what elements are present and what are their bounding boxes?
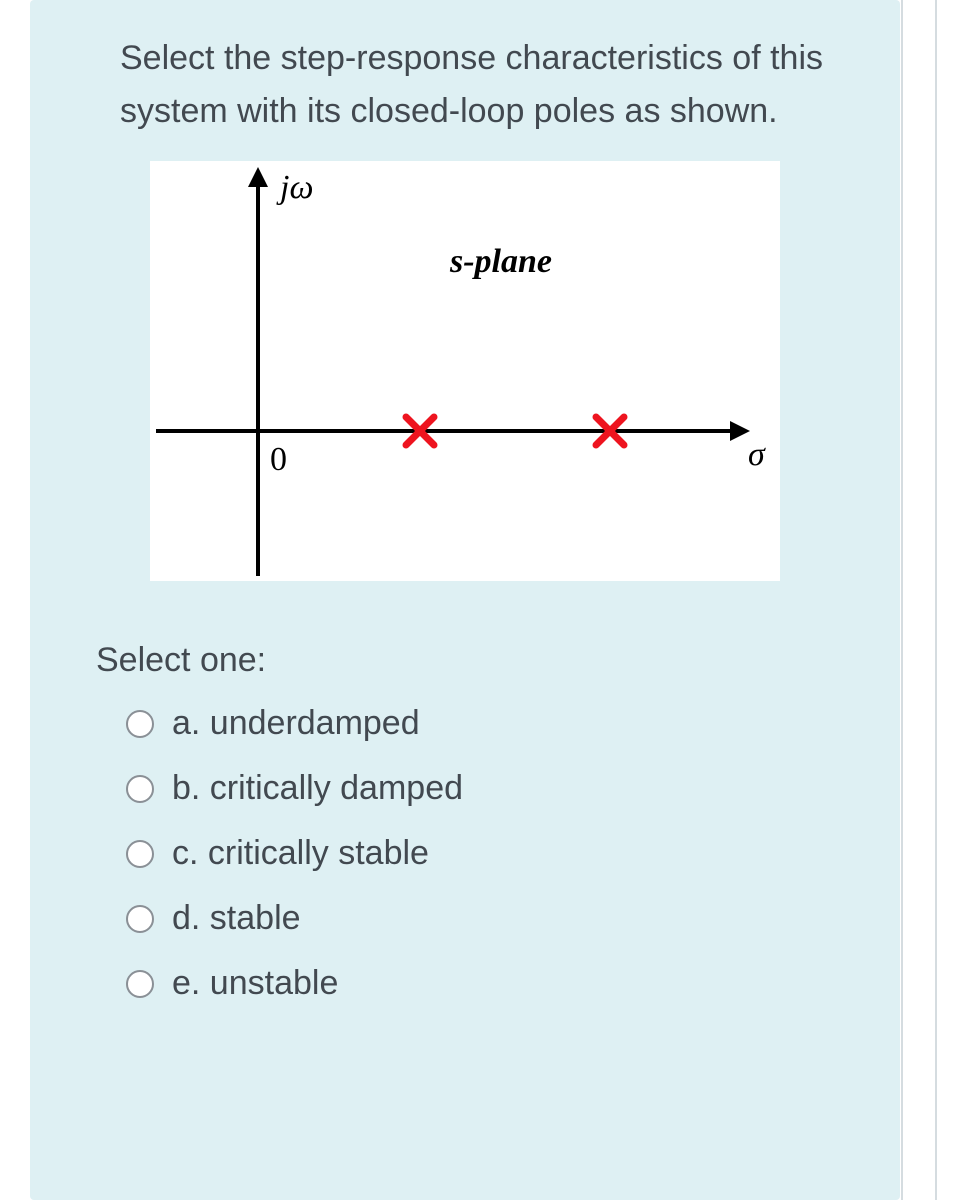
radio-icon[interactable] [126,905,154,933]
question-text: Select the step-response characteristics… [120,32,848,137]
splane-label: s-plane [450,243,552,281]
option-label: c. critically stable [172,834,429,873]
splane-svg [150,161,780,581]
option-a[interactable]: a. underdamped [126,704,848,743]
option-b[interactable]: b. critically damped [126,769,848,808]
select-one-label: Select one: [96,641,848,680]
question-card-outer: Select the step-response characteristics… [30,0,900,1200]
page: Select the step-response characteristics… [0,0,963,1200]
x-axis-arrow-icon [730,421,750,441]
option-d[interactable]: d. stable [126,899,848,938]
sigma-label: σ [748,436,765,474]
splane-figure: jω s-plane σ 0 [150,161,780,581]
radio-icon[interactable] [126,970,154,998]
right-rail-outer [935,0,963,1200]
jw-label: jω [280,169,313,207]
radio-icon[interactable] [126,840,154,868]
option-label: b. critically damped [172,769,463,808]
option-label: d. stable [172,899,301,938]
option-e[interactable]: e. unstable [126,964,848,1003]
radio-icon[interactable] [126,775,154,803]
origin-label: 0 [270,441,287,479]
question-card: Select the step-response characteristics… [30,0,900,1200]
right-rail-inner [901,0,935,1200]
option-label: e. unstable [172,964,338,1003]
y-axis-arrow-icon [248,167,268,187]
option-label: a. underdamped [172,704,420,743]
radio-icon[interactable] [126,710,154,738]
options-group: a. underdamped b. critically damped c. c… [126,704,848,1003]
option-c[interactable]: c. critically stable [126,834,848,873]
